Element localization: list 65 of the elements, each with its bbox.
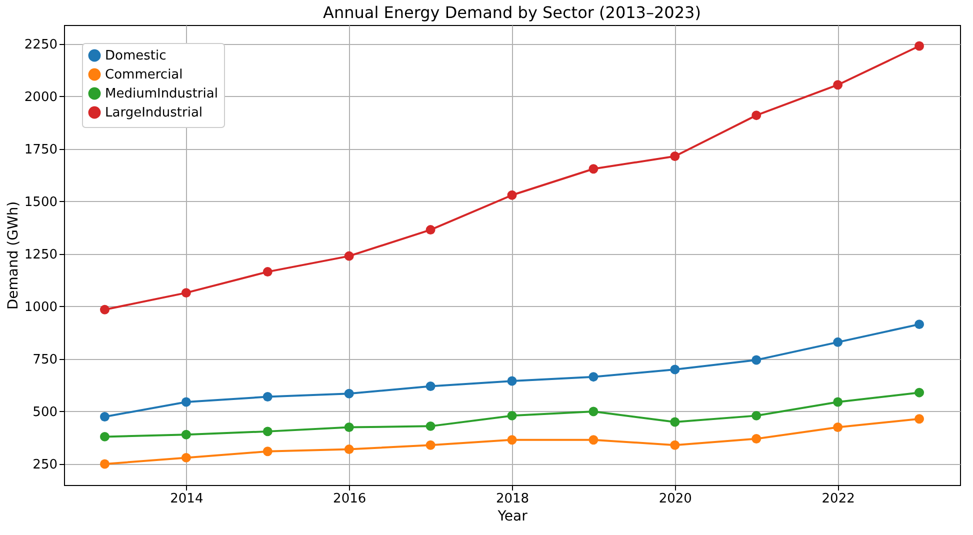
point [833,397,843,407]
point [833,80,843,90]
point [507,410,517,420]
point [100,432,110,442]
x-tick-label: 2022 [822,492,855,506]
x-tick-label: 2020 [658,492,692,506]
y-tick-label: 1750 [24,142,58,158]
point [181,430,191,440]
point [670,440,680,450]
point [670,364,680,374]
y-tick-label: 2250 [24,37,58,52]
y-tick-label: 750 [32,352,58,368]
point [100,412,110,422]
point [752,110,762,120]
point [181,288,191,298]
point [426,225,436,235]
point [344,388,354,398]
point [426,421,436,431]
point [344,251,354,261]
point [914,414,924,424]
chart-title: Annual Energy Demand by Sector (2013–2023) [323,3,701,22]
point [588,406,598,416]
point [588,164,598,174]
y-tick-label: 1000 [24,300,58,315]
point [344,422,354,432]
x-tick-label: 2018 [496,492,530,506]
point [752,410,762,420]
point [181,452,191,462]
y-tick-label: 1250 [24,247,58,262]
point [262,267,272,277]
point [507,376,517,386]
point [262,426,272,436]
point [100,459,110,469]
point [426,382,436,392]
x-axis-title: Year [496,508,528,524]
point [100,304,110,314]
y-tick-label: 1500 [24,194,58,210]
point [507,435,517,445]
point [914,41,924,51]
y-tick-label: 500 [32,404,58,420]
point [344,444,354,454]
point [262,392,272,402]
point [262,446,272,456]
point [752,434,762,444]
point [588,435,598,445]
y-tick-label: 250 [32,457,58,472]
legend-label: Commercial [105,68,183,82]
point [833,337,843,347]
y-axis-title: Demand (GWh) [5,201,22,310]
point [426,440,436,450]
point [914,388,924,398]
y-tick-label: 2000 [24,90,58,105]
point [833,422,843,432]
legend-label: Domestic [105,48,166,64]
point [670,152,680,162]
x-tick-label: 2016 [333,492,366,506]
x-tick-label: 2014 [170,492,204,506]
point [670,417,680,427]
point [588,372,598,382]
point [914,320,924,330]
legend-label: LargeIndustrial [105,106,203,120]
point [507,190,517,200]
legend-label: MediumIndustrial [105,86,218,102]
point [752,355,762,365]
point [181,397,191,407]
